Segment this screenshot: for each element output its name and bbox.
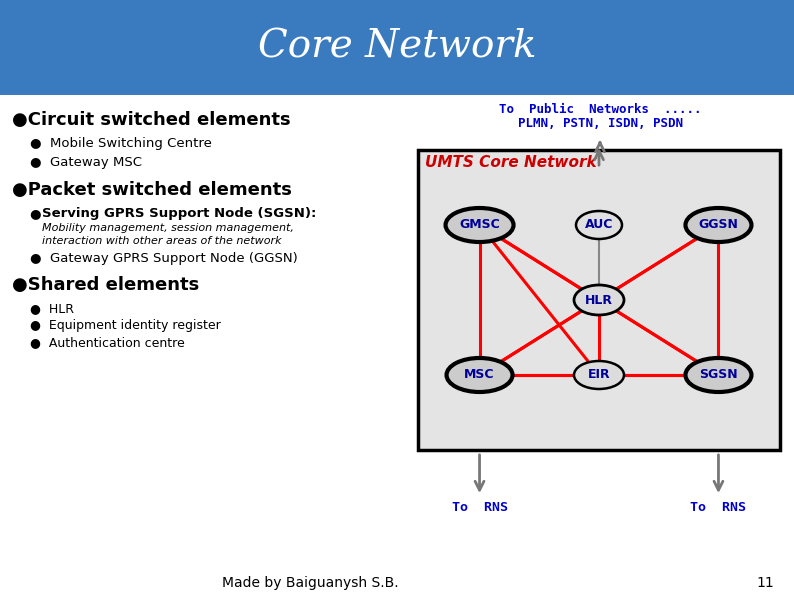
Text: To  RNS: To RNS (452, 501, 507, 514)
Text: To  RNS: To RNS (691, 501, 746, 514)
Text: MSC: MSC (464, 368, 495, 381)
Ellipse shape (576, 211, 622, 239)
Text: ●  Mobile Switching Centre: ● Mobile Switching Centre (30, 137, 212, 150)
Ellipse shape (685, 358, 751, 392)
Text: PLMN, PSTN, ISDN, PSDN: PLMN, PSTN, ISDN, PSDN (518, 117, 683, 130)
Bar (418, 150, 780, 450)
Text: EIR: EIR (588, 368, 611, 381)
Bar (0, 0, 794, 95)
Text: To  Public  Networks  .....: To Public Networks ..... (499, 103, 701, 116)
Text: Mobility management, session management,: Mobility management, session management, (42, 223, 294, 233)
Ellipse shape (445, 208, 514, 242)
Text: GGSN: GGSN (699, 218, 738, 231)
Text: ●Circuit switched elements: ●Circuit switched elements (12, 111, 291, 129)
Text: Core Network: Core Network (258, 29, 536, 66)
Text: UMTS Core Network: UMTS Core Network (425, 155, 596, 170)
Ellipse shape (574, 285, 624, 315)
Text: ●  Equipment identity register: ● Equipment identity register (30, 319, 221, 332)
Text: interaction with other areas of the network: interaction with other areas of the netw… (42, 236, 282, 246)
Text: ●  HLR: ● HLR (30, 302, 74, 315)
Text: SGSN: SGSN (700, 368, 738, 381)
Ellipse shape (685, 208, 751, 242)
Text: ●  Gateway GPRS Support Node (GGSN): ● Gateway GPRS Support Node (GGSN) (30, 252, 298, 265)
Text: 11: 11 (756, 576, 774, 590)
Ellipse shape (446, 358, 513, 392)
Text: ●Packet switched elements: ●Packet switched elements (12, 181, 292, 199)
Text: ●Shared elements: ●Shared elements (12, 276, 199, 294)
Text: Serving GPRS Support Node (SGSN):: Serving GPRS Support Node (SGSN): (42, 207, 316, 220)
Text: HLR: HLR (585, 293, 613, 306)
Text: ●  Gateway MSC: ● Gateway MSC (30, 156, 142, 169)
Text: ●  Authentication centre: ● Authentication centre (30, 336, 185, 349)
Ellipse shape (574, 361, 624, 389)
Text: Made by Baiguanysh S.B.: Made by Baiguanysh S.B. (222, 576, 399, 590)
Text: ●: ● (30, 207, 50, 220)
Text: AUC: AUC (585, 218, 613, 231)
Text: GMSC: GMSC (459, 218, 500, 231)
